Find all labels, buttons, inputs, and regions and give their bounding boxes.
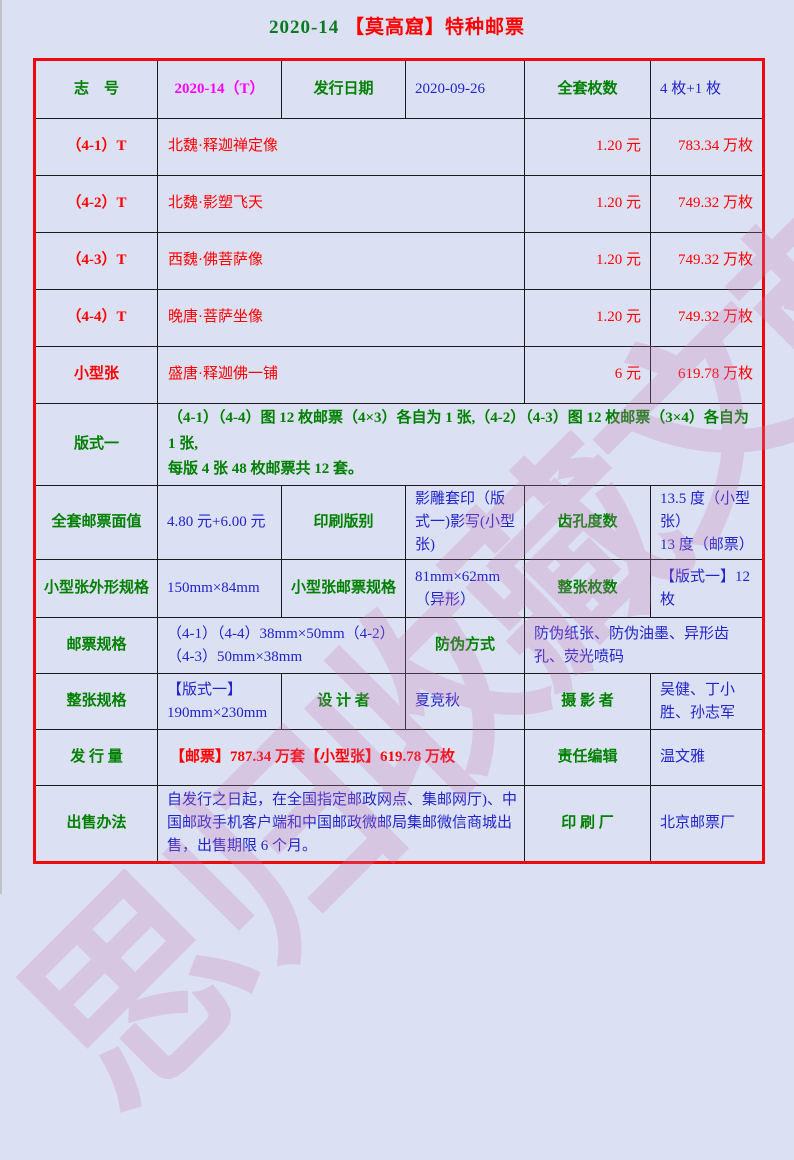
stamp-id: （4-4）T: [34, 289, 158, 347]
value-pane-size: 【版式一】 190mm×230mm: [157, 673, 282, 731]
stamp-price: 1.20 元: [524, 232, 651, 290]
stamp-qty: 749.32 万枚: [650, 175, 764, 233]
stamp-row-4: （4-4）T 晚唐·菩萨坐像 1.20 元 749.32 万枚: [34, 289, 764, 347]
value-designer: 夏竞秋: [405, 673, 525, 731]
pane-size-row: 整张规格 【版式一】 190mm×230mm 设 计 者 夏竞秋 摄 影 者 吴…: [34, 673, 764, 731]
value-sheet-outer-size: 150mm×84mm: [157, 559, 282, 619]
label-stamp-size: 邮票规格: [34, 617, 158, 675]
value-photographer: 吴健、丁小胜、孙志军: [650, 673, 764, 731]
face-value-row: 全套邮票面值 4.80 元+6.00 元 印刷版别 影雕套印（版式一)影写(小型…: [34, 484, 764, 561]
label-pane-count: 整张枚数: [524, 559, 651, 619]
stamp-qty: 783.34 万枚: [650, 118, 764, 176]
stamp-price: 1.20 元: [524, 175, 651, 233]
label-anti-forgery: 防伪方式: [405, 617, 525, 675]
page-title: 2020-14 【莫高窟】特种邮票: [0, 12, 794, 39]
stamp-price: 1.20 元: [524, 289, 651, 347]
sale-method-row: 出售办法 自发行之日起，在全国指定邮政网点、集邮网厅)、中国邮政手机客户端和中国…: [34, 785, 764, 864]
stamp-id: （4-2）T: [34, 175, 158, 233]
stamp-name: 晚唐·菩萨坐像: [157, 289, 525, 347]
stamp-size-row: 邮票规格 （4-1）（4-4）38mm×50mm（4-2）（4-3）50mm×3…: [34, 617, 764, 675]
print-quantity-row: 发 行 量 【邮票】787.34 万套【小型张】619.78 万枚 责任编辑 温…: [34, 729, 764, 787]
label-set-count: 全套枚数: [524, 59, 651, 119]
title-catalog-number: 2020-14: [268, 17, 340, 38]
value-print-quantity: 【邮票】787.34 万套【小型张】619.78 万枚: [157, 729, 525, 787]
label-sheet-stamp-size: 小型张邮票规格: [281, 559, 406, 619]
label-issue-date: 发行日期: [281, 59, 406, 119]
value-print-type: 影雕套印（版式一)影写(小型张): [405, 484, 525, 561]
stamp-name: 盛唐·释迦佛一铺: [157, 346, 525, 404]
value-stamp-size: （4-1）（4-4）38mm×50mm（4-2）（4-3）50mm×38mm: [157, 617, 406, 675]
label-face-value: 全套邮票面值: [34, 484, 158, 561]
label-perforation: 齿孔度数: [524, 484, 651, 561]
stamp-name: 北魏·释迦禅定像: [157, 118, 525, 176]
stamp-price: 6 元: [524, 346, 651, 404]
title-stamp-name: 【莫高窟】特种邮票: [345, 17, 526, 38]
label-printer: 印 刷 厂: [524, 785, 651, 864]
value-sheet-stamp-size: 81mm×62mm（异形）: [405, 559, 525, 619]
label-catalog-no: 志 号: [34, 59, 158, 119]
stamp-info-table: 志 号 2020-14（T） 发行日期 2020-09-26 全套枚数 4 枚+…: [33, 58, 765, 865]
value-catalog-no: 2020-14（T）: [157, 59, 282, 119]
stamp-row-2: （4-2）T 北魏·影塑飞天 1.20 元 749.32 万枚: [34, 175, 764, 233]
page-edge-line: [0, 0, 2, 894]
stamp-name: 西魏·佛菩萨像: [157, 232, 525, 290]
sheet-format-row: 版式一 （4-1）（4-4）图 12 枚邮票（4×3）各自为 1 张,（4-2）…: [34, 403, 764, 486]
label-print-quantity: 发 行 量: [34, 729, 158, 787]
stamp-qty: 749.32 万枚: [650, 232, 764, 290]
stamp-id: （4-1）T: [34, 118, 158, 176]
value-printer: 北京邮票厂: [650, 785, 764, 864]
label-sale-method: 出售办法: [34, 785, 158, 864]
value-sheet-format: （4-1）（4-4）图 12 枚邮票（4×3）各自为 1 张,（4-2）（4-3…: [157, 403, 764, 486]
stamp-qty: 619.78 万枚: [650, 346, 764, 404]
header-row: 志 号 2020-14（T） 发行日期 2020-09-26 全套枚数 4 枚+…: [34, 59, 764, 119]
label-sheet-format: 版式一: [34, 403, 158, 486]
stamp-id: 小型张: [34, 346, 158, 404]
sheet-size-row: 小型张外形规格 150mm×84mm 小型张邮票规格 81mm×62mm（异形）…: [34, 559, 764, 619]
label-photographer: 摄 影 者: [524, 673, 651, 731]
value-editor: 温文雅: [650, 729, 764, 787]
label-pane-size: 整张规格: [34, 673, 158, 731]
value-perforation: 13.5 度（小型张） 13 度（邮票）: [650, 484, 764, 561]
value-pane-count: 【版式一】12 枚: [650, 559, 764, 619]
label-sheet-outer-size: 小型张外形规格: [34, 559, 158, 619]
stamp-row-1: （4-1）T 北魏·释迦禅定像 1.20 元 783.34 万枚: [34, 118, 764, 176]
stamp-name: 北魏·影塑飞天: [157, 175, 525, 233]
label-print-type: 印刷版别: [281, 484, 406, 561]
value-face-value: 4.80 元+6.00 元: [157, 484, 282, 561]
souvenir-sheet-row: 小型张 盛唐·释迦佛一铺 6 元 619.78 万枚: [34, 346, 764, 404]
stamp-qty: 749.32 万枚: [650, 289, 764, 347]
label-editor: 责任编辑: [524, 729, 651, 787]
stamp-row-3: （4-3）T 西魏·佛菩萨像 1.20 元 749.32 万枚: [34, 232, 764, 290]
stamp-id: （4-3）T: [34, 232, 158, 290]
value-sale-method: 自发行之日起，在全国指定邮政网点、集邮网厅)、中国邮政手机客户端和中国邮政微邮局…: [157, 785, 525, 864]
label-designer: 设 计 者: [281, 673, 406, 731]
value-anti-forgery: 防伪纸张、防伪油墨、异形齿孔、荧光喷码: [524, 617, 764, 675]
value-set-count: 4 枚+1 枚: [650, 59, 764, 119]
stamp-price: 1.20 元: [524, 118, 651, 176]
value-issue-date: 2020-09-26: [405, 59, 525, 119]
